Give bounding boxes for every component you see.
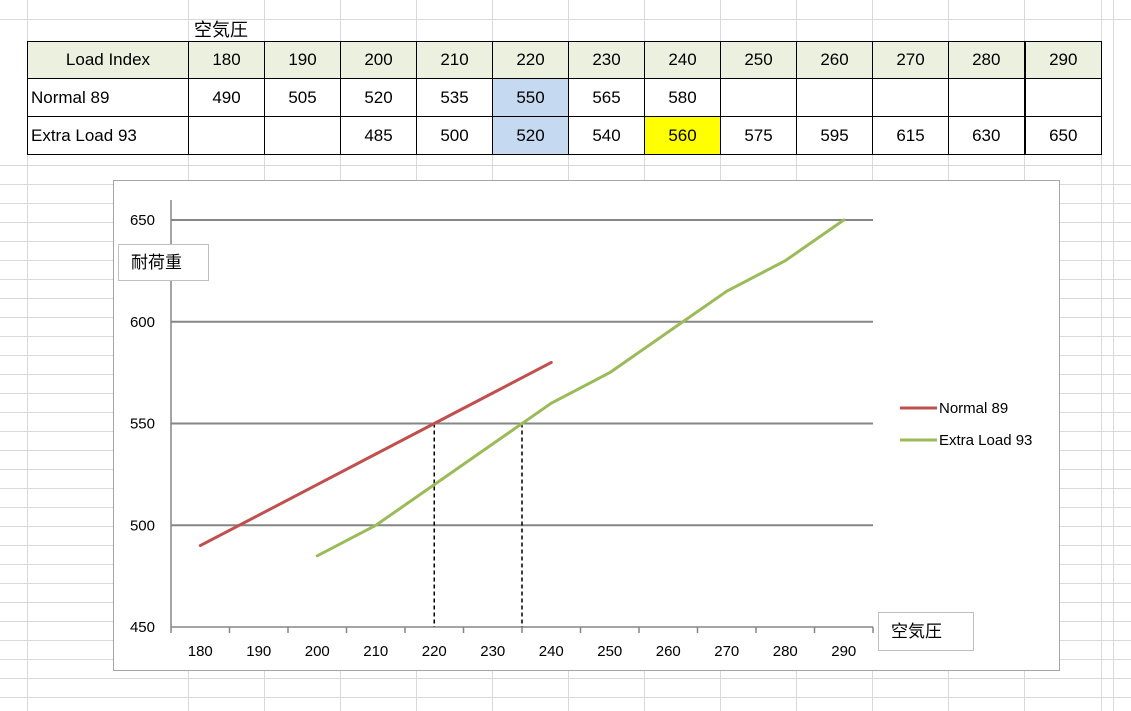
cell-normal-89-190[interactable]: 505 — [264, 78, 341, 117]
x-tick-label-180: 180 — [188, 643, 213, 660]
cell-extra-load-93-190[interactable] — [264, 116, 341, 155]
series-line-extra-load-93 — [315, 218, 846, 558]
x-tick-label-220: 220 — [422, 643, 447, 660]
y-tick-label-550: 550 — [130, 416, 155, 433]
cell-normal-89-280[interactable] — [948, 78, 1025, 117]
x-tick-label-240: 240 — [539, 643, 564, 660]
legend-label-extra-load-93: Extra Load 93 — [939, 432, 1032, 449]
cell-extra-load-93-240[interactable]: 560 — [644, 116, 721, 155]
y-tick-label-650: 650 — [130, 212, 155, 229]
cell-extra-load-93-250[interactable]: 575 — [720, 116, 797, 155]
cell-normal-89-270[interactable] — [872, 78, 949, 117]
x-axis-title[interactable]: 空気圧 — [878, 612, 974, 651]
y-tick-label-600: 600 — [130, 314, 155, 331]
column-header-190[interactable]: 190 — [264, 41, 341, 79]
column-header-260[interactable]: 260 — [796, 41, 873, 79]
column-header-210[interactable]: 210 — [416, 41, 493, 79]
row-label-normal-89[interactable]: Normal 89 — [27, 78, 189, 117]
y-axis-title[interactable]: 耐荷重 — [118, 244, 209, 281]
cell-normal-89-250[interactable] — [720, 78, 797, 117]
cell-normal-89-200[interactable]: 520 — [340, 78, 417, 117]
legend-label-normal-89: Normal 89 — [939, 400, 1008, 417]
cell-normal-89-230[interactable]: 565 — [568, 78, 645, 117]
cell-extra-load-93-270[interactable]: 615 — [872, 116, 949, 155]
x-tick-label-190: 190 — [246, 643, 271, 660]
cell-extra-load-93-180[interactable] — [188, 116, 265, 155]
y-tick-label-450: 450 — [130, 619, 155, 636]
cell-extra-load-93-230[interactable]: 540 — [568, 116, 645, 155]
header-cell-load-index[interactable]: Load Index — [27, 41, 189, 79]
series-line-normal-89 — [198, 360, 553, 548]
column-header-270[interactable]: 270 — [872, 41, 949, 79]
cell-extra-load-93-220[interactable]: 520 — [492, 116, 569, 155]
cell-extra-load-93-280[interactable]: 630 — [948, 116, 1025, 155]
cell-normal-89-220[interactable]: 550 — [492, 78, 569, 117]
x-tick-label-290: 290 — [831, 643, 856, 660]
cell-extra-load-93-200[interactable]: 485 — [340, 116, 417, 155]
x-tick-label-200: 200 — [305, 643, 330, 660]
cell-extra-load-93-260[interactable]: 595 — [796, 116, 873, 155]
x-tick-label-210: 210 — [363, 643, 388, 660]
column-header-220[interactable]: 220 — [492, 41, 569, 79]
legend[interactable]: Normal 89 Extra Load 93 — [900, 400, 1032, 449]
chart-border — [113, 180, 1060, 671]
x-tick-label-280: 280 — [773, 643, 798, 660]
x-tick-label-230: 230 — [480, 643, 505, 660]
x-tick-label-270: 270 — [714, 643, 739, 660]
load-index-table-body: Load Index 180 190 200 210 220 230 240 250 260 270… — [27, 41, 1102, 155]
column-header-230[interactable]: 230 — [568, 41, 645, 79]
x-tick-label-260: 260 — [656, 643, 681, 660]
x-tick-label-250: 250 — [597, 643, 622, 660]
cell-normal-89-290[interactable] — [1023, 78, 1102, 117]
air-pressure-label-cell[interactable]: 空気圧 — [194, 20, 248, 40]
column-header-180[interactable]: 180 — [188, 41, 265, 79]
row-label-extra-load-93[interactable]: Extra Load 93 — [27, 116, 189, 155]
table-header-row: Load Index 180 190 200 210 220 230 240 250 260 270… — [27, 41, 1102, 79]
column-header-240[interactable]: 240 — [644, 41, 721, 79]
load-index-table: Load Index 180 190 200 210 220 230 240 250 260 270… — [27, 41, 1102, 155]
cell-extra-load-93-210[interactable]: 500 — [416, 116, 493, 155]
y-tick-label-500: 500 — [130, 517, 155, 534]
cell-normal-89-240[interactable]: 580 — [644, 78, 721, 117]
cell-normal-89-210[interactable]: 535 — [416, 78, 493, 117]
cell-extra-load-93-290[interactable]: 650 — [1023, 116, 1102, 155]
table-row-normal-89: Normal 89 490 505 520 535 550 565 580 — [27, 78, 1102, 117]
chart-area[interactable]: 450 500 550 600 650 180 190 200 210 220 230 240 250 2… — [113, 180, 1060, 671]
column-header-250[interactable]: 250 — [720, 41, 797, 79]
column-header-280[interactable]: 280 — [948, 41, 1025, 79]
cell-normal-89-180[interactable]: 490 — [188, 78, 265, 117]
cell-normal-89-260[interactable] — [796, 78, 873, 117]
column-header-200[interactable]: 200 — [340, 41, 417, 79]
table-row-extra-load-93: Extra Load 93 485 500 520 540 560 575 595 615 630… — [27, 116, 1102, 155]
column-header-290[interactable]: 290 — [1023, 41, 1102, 79]
